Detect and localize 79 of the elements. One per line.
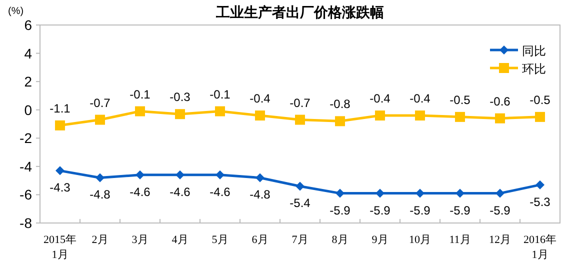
data-label: -4.8	[250, 188, 271, 202]
data-label: -5.9	[370, 203, 391, 218]
x-tick-label: 7月	[292, 234, 308, 246]
y-tick-label: 6	[24, 17, 32, 33]
point	[335, 116, 345, 126]
data-label: -5.9	[450, 203, 471, 218]
chart-title: 工业生产者出厂价格涨跌幅	[215, 4, 384, 20]
y-tick-label: -4	[20, 158, 32, 174]
y-axis-title: (%)	[8, 6, 24, 17]
point	[256, 173, 264, 182]
data-label: -4.3	[50, 180, 71, 195]
data-label: -0.4	[370, 92, 391, 106]
point	[296, 182, 304, 191]
data-label: -0.4	[410, 92, 431, 106]
point	[455, 112, 465, 122]
y-tick-label: 4	[24, 45, 32, 62]
x-tick-label: 2016年 1月	[524, 234, 556, 261]
data-label: -5.3	[530, 194, 551, 209]
point	[135, 106, 145, 116]
point	[415, 110, 425, 121]
y-tick-label: -2	[20, 130, 32, 146]
point	[456, 188, 464, 198]
x-tick-label: 11月	[449, 234, 471, 246]
data-label: -4.6	[170, 184, 191, 199]
y-tick-label: 2	[24, 74, 32, 90]
data-label: -0.1	[130, 87, 151, 102]
data-label: -0.5	[450, 92, 471, 107]
point	[376, 188, 384, 198]
point	[536, 180, 544, 190]
point	[375, 110, 385, 121]
x-tick-label: 10月	[409, 234, 431, 246]
point	[96, 173, 104, 182]
data-label: -0.5	[530, 92, 551, 107]
data-label: -1.1	[50, 101, 71, 116]
point	[95, 114, 105, 125]
data-label: -5.4	[290, 196, 311, 210]
x-tick-label: 2015年 1月	[44, 234, 76, 261]
data-label: -4.6	[210, 184, 231, 199]
data-label: -0.8	[330, 97, 351, 112]
data-label: -5.9	[410, 203, 431, 218]
data-label: -0.7	[290, 96, 311, 110]
x-tick-label: 6月	[252, 234, 268, 246]
y-tick-label: -6	[20, 186, 32, 203]
x-tick-label: 9月	[372, 234, 388, 246]
data-label: -0.7	[90, 96, 111, 110]
point	[215, 106, 225, 116]
data-label: -0.4	[250, 92, 271, 106]
point	[255, 110, 265, 121]
point	[216, 170, 224, 180]
point	[136, 170, 144, 180]
point	[416, 188, 424, 198]
x-tick-label: 3月	[132, 234, 148, 246]
point	[55, 120, 65, 130]
y-tick-label: 0	[24, 102, 32, 118]
同比: -4.3 -4.8 -4.6 -4.6 -4.6 -4.8 -5.4 -5.9 -5.9 -5.9 -5.9 -5.9 -5.3	[50, 166, 550, 218]
环比: -1.1 -0.7 -0.1 -0.3 -0.1 -0.4 -0.7 -0.8 -0.4 -0.4 -0.5 -0.6 -0.5	[50, 87, 550, 130]
point	[175, 109, 185, 120]
legend-label: 环比	[522, 62, 546, 76]
y-tick-label: -8	[20, 215, 32, 231]
data-label: -0.1	[210, 87, 231, 102]
data-label: -5.9	[330, 203, 351, 218]
x-tick-label: 2月	[92, 234, 108, 246]
data-label: -0.3	[170, 90, 191, 104]
point	[535, 112, 545, 122]
x-tick-label: 12月	[489, 234, 511, 246]
x-tick-label: 8月	[332, 234, 348, 246]
x-tick-label: 5月	[212, 234, 228, 246]
point	[495, 113, 505, 124]
point	[496, 188, 504, 198]
point	[56, 166, 64, 176]
point	[295, 114, 305, 125]
point	[336, 188, 344, 198]
legend-label: 同比	[522, 44, 546, 58]
data-label: -4.6	[130, 184, 151, 199]
data-label: -5.9	[490, 203, 511, 218]
data-label: -4.8	[90, 188, 111, 202]
x-tick-label: 4月	[172, 234, 188, 246]
data-label: -0.6	[490, 94, 511, 108]
point	[176, 170, 184, 180]
